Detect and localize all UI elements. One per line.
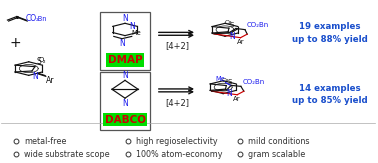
Text: N: N xyxy=(119,39,125,48)
Text: N: N xyxy=(33,72,39,81)
Text: S: S xyxy=(37,57,42,66)
Text: S: S xyxy=(230,22,234,28)
Text: 19 examples
up to 88% yield: 19 examples up to 88% yield xyxy=(292,22,367,44)
Text: O: O xyxy=(39,57,44,63)
FancyBboxPatch shape xyxy=(100,72,150,130)
Text: metal-free: metal-free xyxy=(24,137,66,146)
Text: S: S xyxy=(227,79,231,85)
Text: DABCO: DABCO xyxy=(104,115,146,125)
Text: gram scalable: gram scalable xyxy=(248,150,305,159)
Text: high regioselectivity: high regioselectivity xyxy=(136,137,218,146)
Text: Me: Me xyxy=(216,76,226,82)
Text: ₂Bn: ₂Bn xyxy=(36,16,47,22)
Text: O₂: O₂ xyxy=(222,78,229,83)
Text: CO₂Bn: CO₂Bn xyxy=(246,22,269,28)
Text: Ar: Ar xyxy=(233,96,241,102)
Text: N: N xyxy=(122,14,128,22)
Text: CO: CO xyxy=(26,14,37,23)
Text: Ar: Ar xyxy=(237,39,244,45)
Text: N: N xyxy=(122,99,128,108)
Text: DMAP: DMAP xyxy=(108,55,143,65)
Text: N: N xyxy=(122,71,128,80)
Text: Me: Me xyxy=(132,30,141,36)
Text: Ar: Ar xyxy=(46,76,55,85)
Text: N: N xyxy=(229,32,235,41)
FancyBboxPatch shape xyxy=(100,12,150,70)
Text: N: N xyxy=(226,89,232,98)
Text: [4+2]: [4+2] xyxy=(165,98,189,107)
Text: CO₂Bn: CO₂Bn xyxy=(242,79,265,85)
Text: mild conditions: mild conditions xyxy=(248,137,310,146)
Text: +: + xyxy=(9,36,21,50)
Text: wide substrate scope: wide substrate scope xyxy=(24,150,110,159)
Text: 14 examples
up to 85% yield: 14 examples up to 85% yield xyxy=(292,84,367,105)
Text: 100% atom-economy: 100% atom-economy xyxy=(136,150,223,159)
Text: N: N xyxy=(130,22,135,31)
Text: [4+2]: [4+2] xyxy=(165,41,189,50)
Text: O₂: O₂ xyxy=(225,20,232,25)
Text: ₂: ₂ xyxy=(42,59,45,64)
